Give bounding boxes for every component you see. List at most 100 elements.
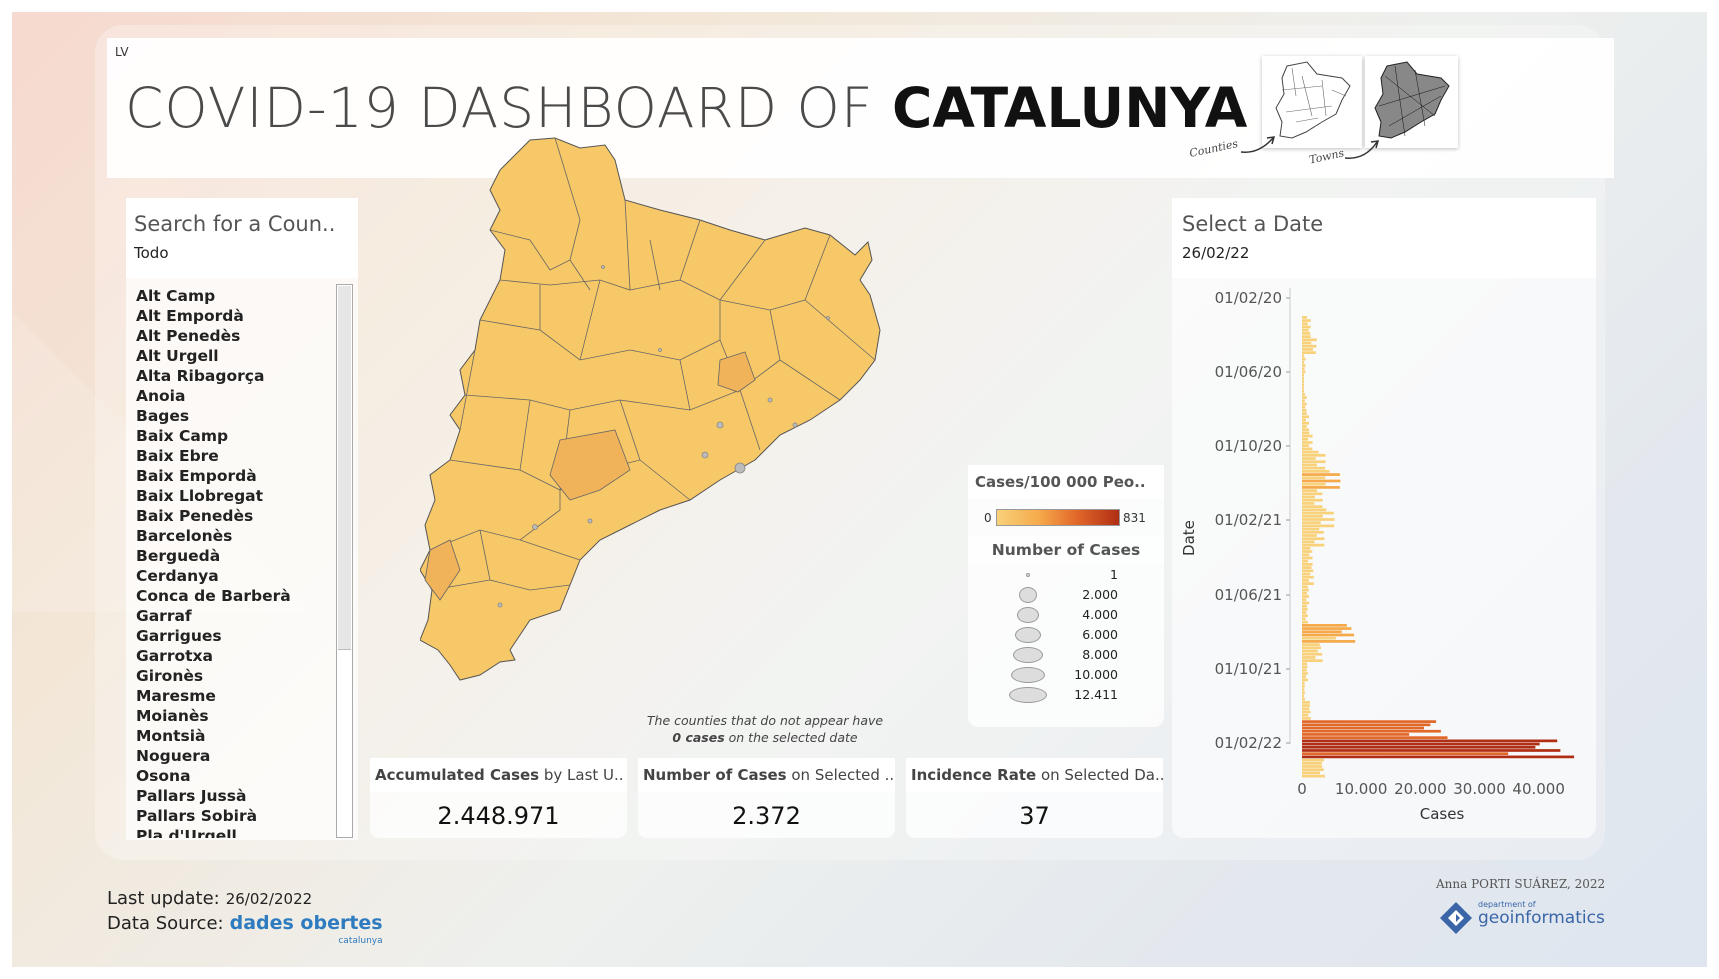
header: LV COVID-19 DASHBOARD OF CATALUNYA Count… <box>107 38 1614 178</box>
county-search-selected: Todo <box>134 244 169 262</box>
date-bar <box>1302 428 1309 431</box>
case-bubble[interactable] <box>826 316 830 320</box>
x-tick-label: 40.000 <box>1512 780 1565 798</box>
size-legend-circle <box>1017 607 1039 623</box>
date-bar <box>1302 396 1307 399</box>
date-bar <box>1302 537 1325 541</box>
towns-map-icon <box>1374 61 1450 139</box>
county-list-item[interactable]: Gironès <box>136 667 204 685</box>
county-list-item[interactable]: Baix Empordà <box>136 467 257 485</box>
y-tick-label: 01/02/22 <box>1215 734 1282 752</box>
date-bar <box>1302 601 1310 605</box>
data-source-link[interactable]: dades obertes catalunya <box>230 912 383 946</box>
county-list-item[interactable]: Alt Empordà <box>136 307 244 325</box>
kpi-incidence-rate: Incidence Rate on Selected Da.. 37 <box>906 758 1163 838</box>
date-bar <box>1302 332 1311 335</box>
date-bar <box>1302 412 1307 415</box>
kpi-title: Accumulated Cases by Last U.. <box>370 758 627 792</box>
case-bubble[interactable] <box>701 451 709 459</box>
scrollbar-thumb[interactable] <box>338 286 351 650</box>
county-list-item[interactable]: Barcelonès <box>136 527 233 545</box>
county-list-item[interactable]: Osona <box>136 767 191 785</box>
case-bubble[interactable] <box>587 518 593 524</box>
county-list-item[interactable]: Garrigues <box>136 627 222 645</box>
counties-map-thumbnail[interactable] <box>1262 56 1362 148</box>
date-bar <box>1302 473 1340 476</box>
date-bar <box>1302 733 1410 736</box>
county-list-item[interactable]: Montsià <box>136 727 206 745</box>
logo-geoinformatics-text: geoinformatics <box>1478 908 1605 928</box>
date-bar <box>1302 502 1315 505</box>
date-filter-header[interactable]: Select a Date 26/02/22 <box>1172 198 1596 278</box>
case-bubble[interactable] <box>716 421 724 429</box>
data-source-row: Data Source: dades obertes catalunya <box>107 911 383 946</box>
case-bubble[interactable] <box>601 265 605 269</box>
case-bubble[interactable] <box>532 524 538 530</box>
county-list: Alt Camp Alt Empordà Alt Penedès Alt Urgell… <box>136 286 326 838</box>
county-list-item[interactable]: Alta Ribagorça <box>136 367 265 385</box>
date-bar <box>1302 694 1305 698</box>
county-list-item[interactable]: Conca de Barberà <box>136 587 291 605</box>
county-list-item[interactable]: Berguedà <box>136 547 221 565</box>
size-legend-value: 12.411 <box>1074 687 1118 702</box>
date-bar <box>1302 620 1308 624</box>
case-bubble[interactable] <box>792 422 798 428</box>
date-bar <box>1302 380 1304 383</box>
county-highlight[interactable] <box>717 351 756 393</box>
color-ramp-max: 831 <box>1123 511 1146 525</box>
date-bar <box>1302 383 1304 387</box>
county-list-item[interactable]: Anoia <box>136 387 186 405</box>
date-bar <box>1302 534 1317 537</box>
date-bar <box>1302 543 1325 547</box>
county-list-item[interactable]: Baix Llobregat <box>136 487 264 505</box>
county-highlight[interactable] <box>424 539 461 601</box>
date-bar <box>1302 646 1321 650</box>
county-list-item[interactable]: Noguera <box>136 747 211 765</box>
cases-by-date-chart[interactable]: 01/02/20 01/06/20 01/10/20 01/02/21 01/06/21… <box>1172 278 1596 838</box>
county-list-item[interactable]: Pallars Jussà <box>136 787 247 805</box>
date-bar <box>1302 389 1304 393</box>
county-list-item[interactable]: Alt Penedès <box>136 327 241 345</box>
date-bar <box>1302 684 1305 688</box>
kpi-title-bold: Number of Cases <box>643 766 787 784</box>
county-list-scrollbar[interactable] <box>336 284 353 838</box>
date-bar <box>1302 665 1308 669</box>
date-bar <box>1302 630 1342 634</box>
county-search-header[interactable]: Search for a Coun.. Todo <box>126 198 358 278</box>
county-list-item[interactable]: Alt Urgell <box>136 347 219 365</box>
date-bar <box>1302 704 1310 707</box>
date-bar <box>1302 447 1313 451</box>
map-note: The counties that do not appear have 0 c… <box>600 712 930 746</box>
county-list-item[interactable]: Baix Penedès <box>136 507 254 525</box>
catalunya-map[interactable] <box>420 130 1040 740</box>
county-list-item[interactable]: Garrotxa <box>136 647 213 665</box>
county-highlight[interactable] <box>549 429 631 501</box>
kpi-value: 2.448.971 <box>437 802 560 830</box>
date-bar <box>1302 511 1334 515</box>
county-list-item[interactable]: Garraf <box>136 607 192 625</box>
county-list-item[interactable]: Cerdanya <box>136 567 219 585</box>
footer-info: Last update: 26/02/2022 Data Source: dades… <box>107 886 383 946</box>
date-bar <box>1302 444 1309 448</box>
date-bar <box>1302 701 1310 704</box>
color-ramp <box>996 509 1120 526</box>
county-list-item[interactable]: Bages <box>136 407 190 425</box>
counties-map-icon <box>1275 61 1351 139</box>
case-bubble[interactable] <box>734 462 746 474</box>
date-bar <box>1302 322 1308 326</box>
county-list-item[interactable]: Alt Camp <box>136 287 216 305</box>
county-list-item[interactable]: Maresme <box>136 687 216 705</box>
date-bar <box>1302 617 1306 621</box>
date-bar <box>1302 521 1321 525</box>
county-list-item[interactable]: Moianès <box>136 707 209 725</box>
towns-map-thumbnail[interactable] <box>1365 56 1458 148</box>
case-bubble[interactable] <box>497 602 503 608</box>
case-bubble[interactable] <box>658 348 662 352</box>
county-list-item[interactable]: Pla d'Urgell <box>136 827 237 838</box>
county-list-item[interactable]: Pallars Sobirà <box>136 807 258 825</box>
date-bar <box>1302 707 1310 711</box>
case-bubble[interactable] <box>767 397 773 403</box>
county-list-item[interactable]: Baix Ebre <box>136 447 219 465</box>
date-bar <box>1302 582 1314 585</box>
county-list-item[interactable]: Baix Camp <box>136 427 229 445</box>
